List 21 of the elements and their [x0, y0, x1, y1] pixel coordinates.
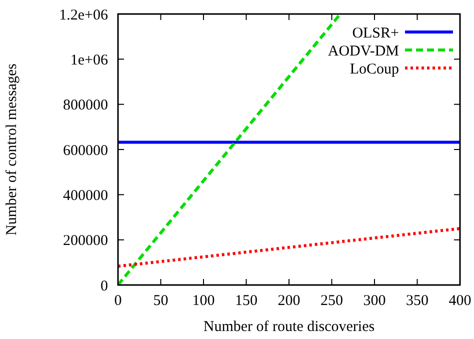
y-tick-label: 400000: [63, 188, 108, 204]
y-tick-label: 1e+06: [70, 52, 108, 68]
x-tick-label: 50: [153, 293, 168, 309]
legend-label: LoCoup: [350, 61, 399, 78]
x-tick-label: 300: [363, 293, 386, 309]
y-tick-label: 800000: [63, 98, 108, 114]
x-tick-label: 150: [235, 293, 258, 309]
legend-label: OLSR+: [352, 25, 399, 42]
y-tick-label: 1.2e+06: [59, 7, 108, 24]
x-tick-label: 400: [448, 293, 472, 309]
legend-label: AODV-DM: [328, 43, 399, 60]
x-tick-label: 250: [320, 293, 343, 309]
y-axis-title: Number of control messages: [4, 63, 20, 236]
x-tick-label: 0: [114, 293, 122, 309]
y-tick-label: 0: [100, 278, 108, 294]
x-tick-label: 350: [406, 293, 428, 309]
x-tick-label: 200: [278, 293, 300, 309]
y-tick-label: 600000: [63, 142, 108, 159]
x-tick-label: 100: [192, 293, 215, 309]
x-axis-title: Number of route discoveries: [203, 319, 375, 335]
y-tick-label: 200000: [63, 233, 108, 250]
